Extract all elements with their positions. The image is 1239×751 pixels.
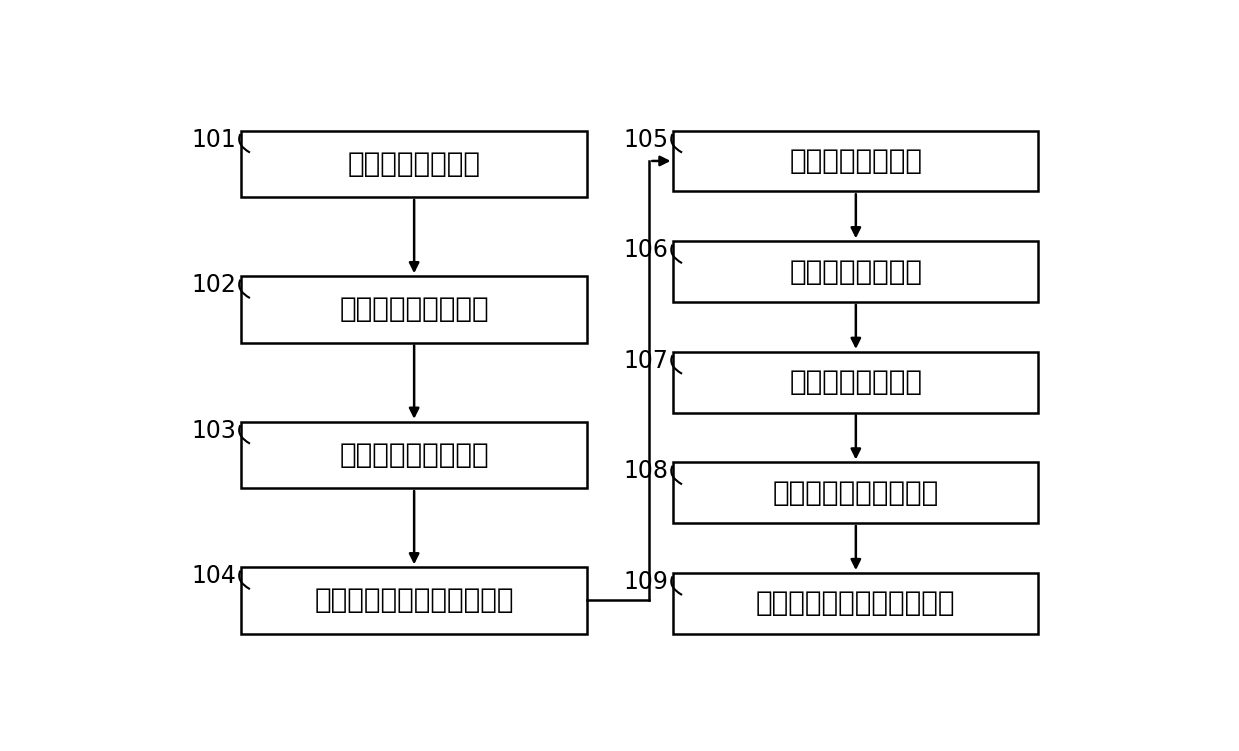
Text: 数据过滤及质控步骤: 数据过滤及质控步骤: [339, 295, 489, 324]
Text: 样本成对质控步骤: 样本成对质控步骤: [789, 368, 922, 396]
Text: 107: 107: [623, 349, 669, 373]
Bar: [674, 463, 1038, 523]
Bar: [242, 131, 587, 197]
Bar: [242, 276, 587, 342]
Text: 103: 103: [192, 419, 237, 443]
Text: 变异结果注释步骤: 变异结果注释步骤: [789, 147, 922, 175]
Bar: [674, 351, 1038, 412]
Text: 肿瘤纯度预测步骤: 肿瘤纯度预测步骤: [789, 258, 922, 285]
Text: 105: 105: [623, 128, 669, 152]
Bar: [674, 573, 1038, 634]
Text: 109: 109: [623, 570, 669, 594]
Bar: [674, 131, 1038, 192]
Bar: [242, 421, 587, 488]
Text: 104: 104: [192, 564, 237, 588]
Bar: [242, 567, 587, 634]
Text: 肿瘤突变负荷预测步骤: 肿瘤突变负荷预测步骤: [773, 478, 939, 507]
Text: 101: 101: [192, 128, 237, 152]
Text: 106: 106: [623, 238, 669, 262]
Text: 肿瘤突变负荷用药指导步骤: 肿瘤突变负荷用药指导步骤: [756, 590, 955, 617]
Text: 下机数据处理步骤: 下机数据处理步骤: [348, 150, 481, 178]
Text: 体细胞变异检测及过滤步骤: 体细胞变异检测及过滤步骤: [315, 587, 514, 614]
Text: 序列比对及质控步骤: 序列比对及质控步骤: [339, 441, 489, 469]
Bar: [674, 241, 1038, 302]
Text: 108: 108: [623, 460, 669, 484]
Text: 102: 102: [192, 273, 237, 297]
